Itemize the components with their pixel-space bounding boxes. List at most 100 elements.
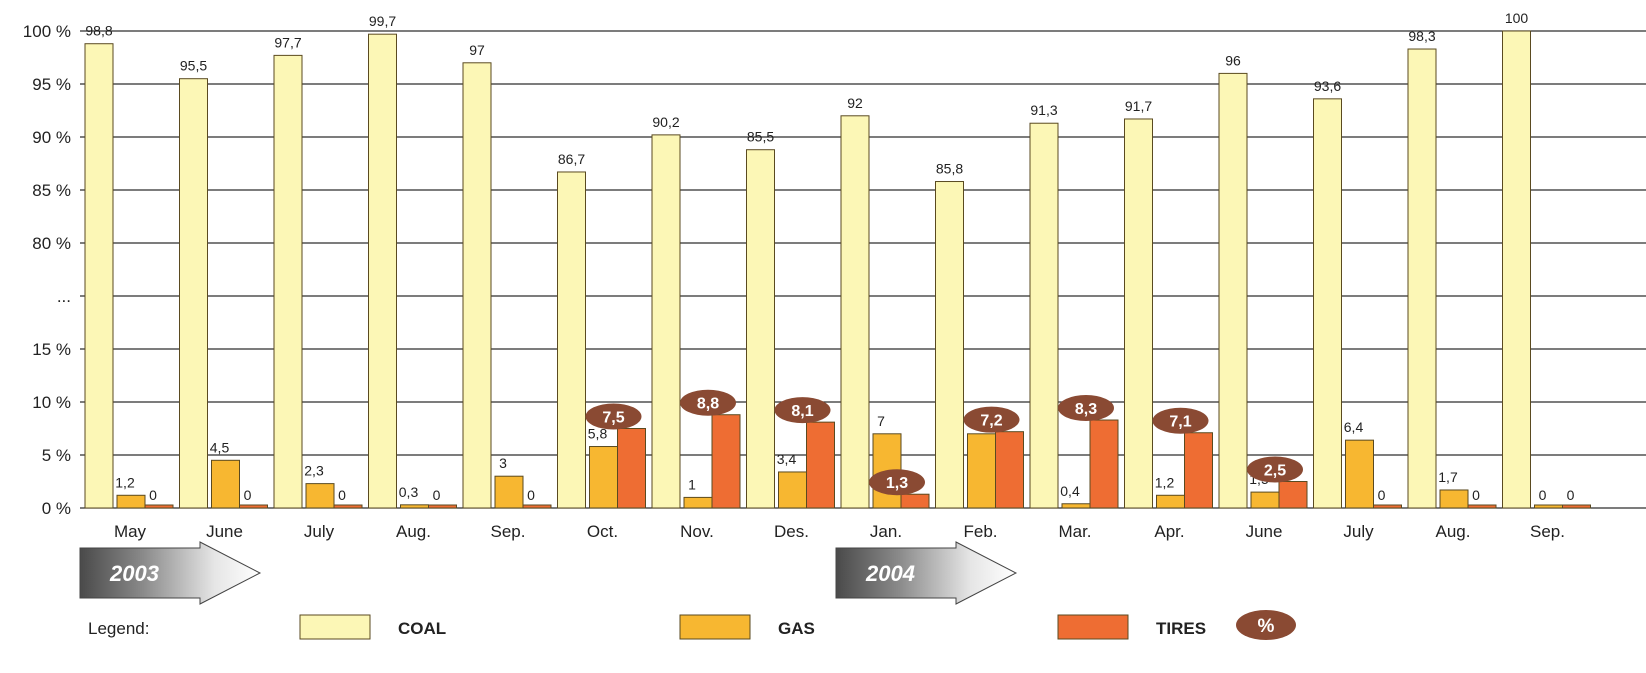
data-label-coal: 99,7 — [369, 13, 396, 29]
bar-coal — [273, 54, 303, 509]
x-tick-label: July — [304, 522, 335, 541]
x-tick-label: Sep. — [1530, 522, 1565, 541]
data-label-gas: 0,4 — [1060, 483, 1080, 499]
data-label-gas: 1,7 — [1438, 469, 1458, 485]
data-label-tires: 0 — [527, 487, 535, 503]
bar-gas — [1156, 494, 1185, 509]
bar-gas — [116, 494, 146, 509]
data-label-coal: 85,5 — [747, 129, 774, 145]
bar-gas — [400, 504, 429, 509]
bar-coal — [1029, 122, 1059, 509]
tires-badge — [774, 397, 831, 424]
bar-coal — [651, 134, 681, 509]
data-label-tires: 0 — [1567, 487, 1575, 503]
bar-coal — [557, 171, 586, 509]
data-label-coal: 90,2 — [652, 114, 679, 130]
tires-badge — [680, 389, 736, 416]
bar-tires — [900, 493, 930, 509]
y-tick-label: 5 % — [42, 446, 71, 465]
y-tick-label: 90 % — [32, 128, 71, 147]
x-tick-label: Apr. — [1154, 522, 1184, 541]
bar-gas — [305, 483, 335, 509]
data-label-gas: 1,2 — [1155, 474, 1175, 490]
x-tick-label: Aug. — [396, 522, 431, 541]
bar-coal — [935, 181, 964, 509]
data-label-coal: 97 — [469, 42, 485, 58]
legend-label-coal: COAL — [398, 619, 446, 638]
x-tick-label: Mar. — [1058, 522, 1091, 541]
bar-coal — [746, 149, 775, 509]
bar-tires — [806, 421, 835, 509]
bar-tires — [1562, 504, 1591, 509]
data-label-coal: 91,3 — [1030, 102, 1057, 118]
bar-coal — [84, 43, 114, 509]
x-tick-label: Jan. — [870, 522, 902, 541]
bar-tires — [428, 504, 457, 509]
tires-badge — [1152, 407, 1209, 434]
data-label-coal: 96 — [1225, 52, 1241, 68]
data-label-gas: 0,3 — [399, 484, 419, 500]
data-label-tires: 0 — [338, 487, 346, 503]
tires-badge — [1247, 456, 1303, 483]
data-label-coal: 85,8 — [936, 161, 963, 177]
year-arrow — [835, 541, 1018, 605]
x-tick-label: Des. — [774, 522, 809, 541]
x-tick-label: Oct. — [587, 522, 618, 541]
data-label-tires: 0 — [1378, 487, 1386, 503]
data-label-tires: 7,1 — [1169, 414, 1191, 431]
bar-tires — [144, 504, 174, 509]
data-label-tires: 0 — [433, 487, 441, 503]
data-label-tires: 2,5 — [1264, 463, 1286, 480]
data-label-gas: 6,4 — [1344, 419, 1364, 435]
data-label-tires: 8,3 — [1075, 401, 1097, 418]
tires-badge — [869, 469, 925, 496]
bar-gas — [967, 433, 996, 509]
data-label-tires: 8,8 — [697, 396, 719, 413]
bar-gas — [1439, 489, 1469, 509]
x-tick-label: May — [114, 522, 147, 541]
data-label-coal: 93,6 — [1314, 78, 1341, 94]
x-tick-label: Aug. — [1436, 522, 1471, 541]
y-tick-label: 85 % — [32, 181, 71, 200]
bar-tires — [1278, 481, 1308, 509]
y-tick-label: 0 % — [42, 499, 71, 518]
bar-tires — [617, 428, 646, 509]
x-tick-label: June — [1246, 522, 1283, 541]
bar-coal — [1502, 30, 1531, 509]
data-label-coal: 86,7 — [558, 151, 585, 167]
bar-coal — [179, 78, 208, 509]
tires-badge — [963, 406, 1020, 433]
bar-coal — [1124, 118, 1153, 509]
legend-label-tires: TIRES — [1156, 619, 1206, 638]
x-tick-label: Feb. — [963, 522, 997, 541]
data-label-gas: 7 — [877, 413, 885, 429]
y-tick-label: 95 % — [32, 75, 71, 94]
legend-swatch-coal — [299, 614, 371, 640]
x-tick-label: Nov. — [680, 522, 714, 541]
data-label-gas: 3,4 — [777, 451, 797, 467]
bar-coal — [368, 33, 397, 509]
legend-title: Legend: — [88, 619, 149, 638]
data-label-gas: 1 — [688, 476, 696, 492]
bar-tires — [1467, 504, 1497, 509]
bar-tires — [995, 431, 1024, 509]
bar-gas — [683, 496, 713, 509]
bar-tires — [1184, 432, 1213, 509]
legend-label-gas: GAS — [778, 619, 815, 638]
bar-gas — [211, 459, 240, 509]
bar-coal — [1313, 98, 1342, 509]
data-label-gas: 2,3 — [304, 463, 324, 479]
bar-coal — [1218, 72, 1248, 509]
data-label-coal: 100 — [1505, 10, 1529, 26]
tires-badge — [585, 403, 642, 430]
data-label-tires: 0 — [149, 487, 157, 503]
year-label: 2003 — [109, 561, 159, 586]
data-label-tires: 1,3 — [886, 475, 908, 492]
bar-coal — [1407, 48, 1437, 509]
year-label: 2004 — [865, 561, 915, 586]
year-arrow — [79, 541, 262, 605]
legend-swatch-gas — [679, 614, 751, 640]
data-label-tires: 8,1 — [791, 403, 813, 420]
bar-gas — [1061, 503, 1091, 509]
data-label-coal: 97,7 — [274, 34, 301, 50]
